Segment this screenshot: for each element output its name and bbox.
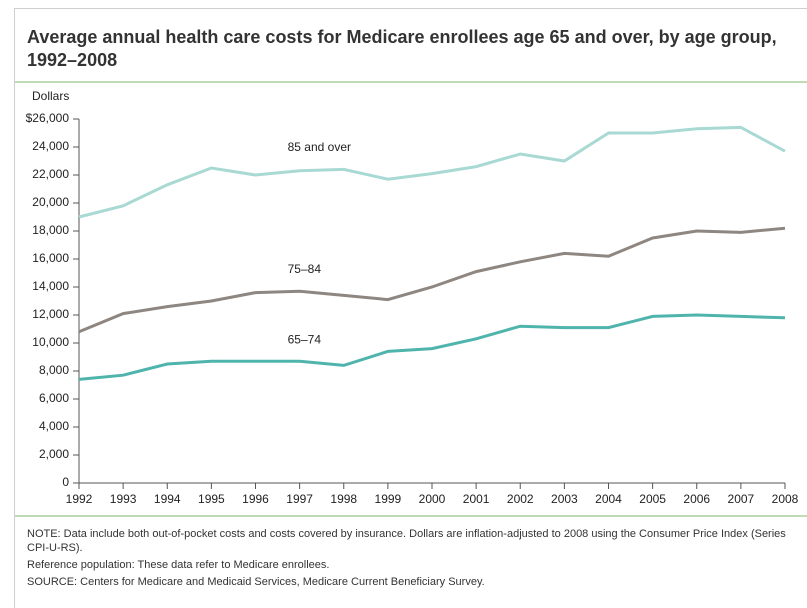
y-tick-label: 8,000 <box>39 363 69 377</box>
y-tick-label: 20,000 <box>32 195 69 209</box>
y-tick-label: 16,000 <box>32 251 69 265</box>
y-tick-label: 4,000 <box>39 419 69 433</box>
series-line <box>78 226 786 334</box>
x-tick-label: 1995 <box>198 492 225 506</box>
x-tick-label: 2006 <box>683 492 710 506</box>
note: SOURCE: Centers for Medicare and Medicai… <box>27 576 485 588</box>
y-tick-label: 0 <box>62 475 69 489</box>
x-tick-label: 2000 <box>419 492 446 506</box>
y-axis-title: Dollars <box>32 89 69 103</box>
series-label: 75–84 <box>288 262 322 276</box>
y-tick-label: 2,000 <box>39 447 69 461</box>
y-tick-label: 6,000 <box>39 391 69 405</box>
chart-title: Average annual health care costs for Med… <box>27 27 777 70</box>
y-tick-label: 10,000 <box>32 335 69 349</box>
note: NOTE: Data include both out-of-pocket co… <box>27 528 786 554</box>
x-tick-label: 2001 <box>463 492 490 506</box>
y-tick-label: 18,000 <box>32 223 69 237</box>
frame <box>14 8 807 608</box>
x-tick-label: 1996 <box>242 492 269 506</box>
y-tick-label: 24,000 <box>32 139 69 153</box>
x-tick-label: 1993 <box>110 492 137 506</box>
x-tick-label: 2004 <box>595 492 622 506</box>
series-label: 65–74 <box>288 333 322 347</box>
y-tick-label: 22,000 <box>32 167 69 181</box>
y-tick-label: 12,000 <box>32 307 69 321</box>
x-tick-label: 1998 <box>330 492 357 506</box>
x-tick-label: 1992 <box>66 492 93 506</box>
note: Reference population: These data refer t… <box>27 559 330 571</box>
x-tick-label: 2002 <box>507 492 534 506</box>
x-tick-label: 1997 <box>286 492 313 506</box>
series-line <box>78 125 786 219</box>
series-label: 85 and over <box>288 140 351 154</box>
x-tick-label: 1994 <box>154 492 181 506</box>
x-tick-label: 2005 <box>639 492 666 506</box>
series-line <box>78 313 786 381</box>
x-tick-label: 2003 <box>551 492 578 506</box>
x-tick-label: 2008 <box>772 492 799 506</box>
notes: NOTE: Data include both out-of-pocket co… <box>27 527 792 592</box>
x-tick-label: 1999 <box>375 492 402 506</box>
x-tick-label: 2007 <box>728 492 755 506</box>
y-tick-label: $26,000 <box>26 111 70 125</box>
y-tick-label: 14,000 <box>32 279 69 293</box>
